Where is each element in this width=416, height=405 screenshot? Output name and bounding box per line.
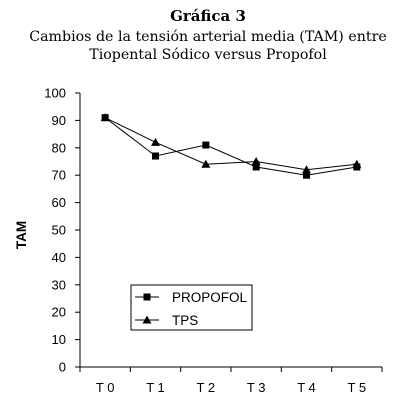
y-tick-label: 70 bbox=[52, 168, 66, 183]
data-point-propofol bbox=[202, 141, 210, 149]
x-axis-ticks: T 0 T 1 T 2 T 3 T 4 T 5 bbox=[79, 367, 383, 395]
y-tick-label: 20 bbox=[52, 305, 66, 320]
x-tick-label: T 4 bbox=[297, 380, 316, 395]
legend-label-tps: TPS bbox=[172, 313, 198, 328]
y-axis-ticks: 0 10 20 30 40 50 60 70 80 90 100 bbox=[44, 86, 80, 375]
y-axis-title: TAM bbox=[14, 221, 29, 249]
legend-item-tps: TPS bbox=[135, 313, 198, 328]
legend-marker-propofol bbox=[143, 293, 151, 301]
x-tick-label: T 3 bbox=[247, 380, 266, 395]
x-tick-label: T 0 bbox=[96, 380, 115, 395]
legend-item-propofol: PROPOFOL bbox=[135, 290, 248, 305]
chart-title-line-1: Cambios de la tensión arterial media (TA… bbox=[29, 29, 387, 45]
y-tick-label: 80 bbox=[52, 140, 66, 155]
series-layer bbox=[100, 113, 362, 179]
series-line-tps bbox=[104, 117, 357, 171]
y-tick-label: 40 bbox=[52, 250, 66, 265]
data-point-propofol bbox=[152, 152, 159, 160]
x-tick-label: T 5 bbox=[348, 380, 367, 395]
x-tick-label: T 1 bbox=[146, 380, 165, 395]
legend: PROPOFOL TPS bbox=[130, 284, 253, 331]
y-tick-label: 90 bbox=[52, 113, 66, 128]
data-point-propofol bbox=[303, 171, 310, 179]
data-point-tps bbox=[352, 159, 362, 168]
data-point-tps bbox=[201, 159, 211, 168]
legend-marker-tps bbox=[142, 315, 152, 324]
figure-number: Gráfica 3 bbox=[170, 7, 246, 25]
legend-label-propofol: PROPOFOL bbox=[172, 290, 248, 305]
y-tick-label: 50 bbox=[52, 223, 66, 238]
series-line-propofol bbox=[104, 117, 357, 176]
y-tick-label: 10 bbox=[52, 332, 66, 347]
y-tick-label: 0 bbox=[59, 360, 66, 375]
y-tick-label: 100 bbox=[44, 86, 66, 101]
series-tps bbox=[100, 113, 362, 174]
data-point-tps bbox=[100, 113, 110, 122]
chart-title-line-2: Tiopental Sódico versus Propofol bbox=[89, 47, 327, 63]
data-point-tps bbox=[251, 157, 261, 165]
y-tick-label: 30 bbox=[52, 277, 66, 292]
data-point-tps bbox=[302, 165, 311, 174]
x-tick-label: T 2 bbox=[197, 380, 216, 395]
y-tick-label: 60 bbox=[52, 195, 66, 210]
series-propofol bbox=[101, 114, 361, 179]
data-point-propofol bbox=[252, 163, 260, 171]
data-point-tps bbox=[151, 137, 160, 146]
legend-box bbox=[130, 284, 253, 331]
